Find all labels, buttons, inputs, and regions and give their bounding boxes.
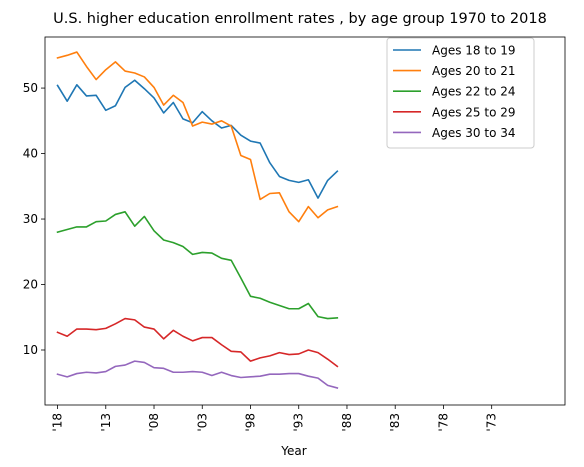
legend-label: Ages 22 to 24 bbox=[432, 85, 516, 99]
chart-title: U.S. higher education enrollment rates ,… bbox=[53, 11, 547, 27]
y-tick-label: 40 bbox=[23, 147, 38, 161]
x-tick-label: '73 bbox=[485, 413, 499, 432]
legend-label: Ages 20 to 21 bbox=[432, 64, 516, 78]
y-tick-label: 30 bbox=[23, 212, 38, 226]
series-line-5 bbox=[56, 360, 339, 389]
legend-label: Ages 18 to 19 bbox=[432, 44, 516, 58]
x-tick-label: '83 bbox=[388, 413, 402, 432]
x-tick-label: '93 bbox=[292, 413, 306, 432]
x-tick-label: '13 bbox=[99, 413, 113, 432]
series-line-2 bbox=[56, 51, 339, 223]
legend-box bbox=[386, 37, 535, 149]
series-line-3 bbox=[56, 211, 339, 320]
plot-frame bbox=[44, 36, 566, 406]
legend: Ages 18 to 19 Ages 20 to 21 Ages 22 to 24 A… bbox=[386, 37, 535, 149]
y-tick-label: 10 bbox=[23, 343, 38, 357]
x-axis: '18 '13 '08 '03 '98 '93 '88 '83 '78 '73 bbox=[51, 405, 499, 432]
x-tick-label: '88 bbox=[340, 413, 354, 432]
x-tick-label: '18 bbox=[51, 413, 65, 432]
series-line-1 bbox=[56, 79, 339, 199]
y-tick-label: 20 bbox=[23, 278, 38, 292]
x-tick-label: '03 bbox=[195, 413, 209, 432]
x-tick-label: '78 bbox=[436, 413, 450, 432]
legend-label: Ages 25 to 29 bbox=[432, 105, 516, 119]
y-axis: 10 20 30 40 50 bbox=[23, 81, 45, 357]
legend-label: Ages 30 to 34 bbox=[432, 126, 516, 140]
x-tick-label: '08 bbox=[147, 413, 161, 432]
series-lines bbox=[56, 51, 339, 389]
series-line-4 bbox=[56, 317, 339, 368]
y-tick-label: 50 bbox=[23, 81, 38, 95]
x-tick-label: '98 bbox=[243, 413, 257, 432]
x-axis-label: Year bbox=[280, 444, 306, 458]
